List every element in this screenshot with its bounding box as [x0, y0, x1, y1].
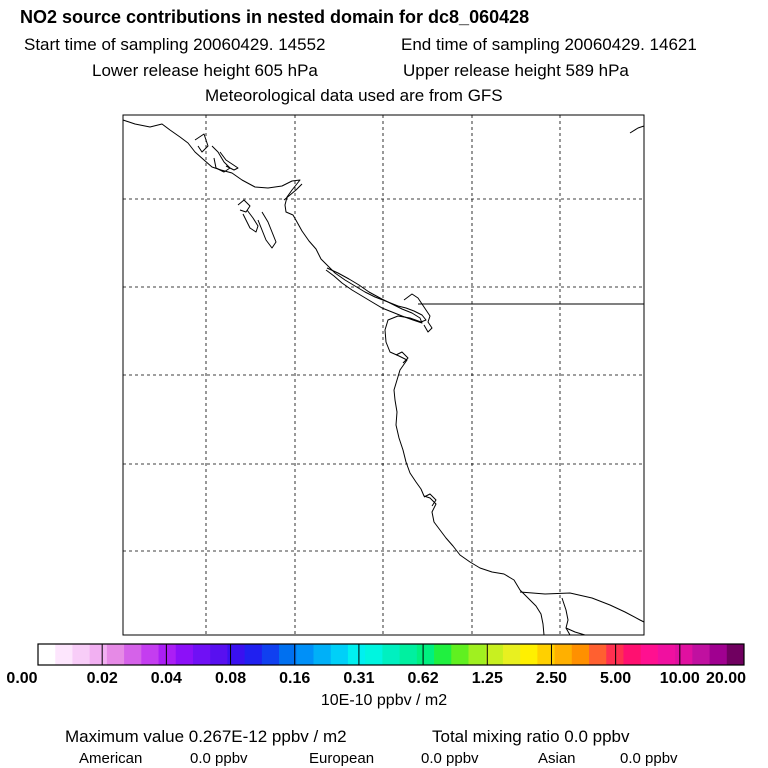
contribution-label-american: American	[79, 750, 143, 767]
colorbar-swatch	[640, 644, 659, 665]
start-time-text: Start time of sampling 20060429. 14552	[24, 35, 326, 54]
colorbar-swatch	[141, 644, 159, 665]
upper-release-height-text: Upper release height 589 hPa	[403, 61, 629, 80]
coastal-detail	[395, 351, 409, 364]
colorbar-swatch	[330, 644, 349, 665]
colorbar-tick-label: 0.04	[150, 670, 182, 687]
map-title: NO2 source contributions in nested domai…	[20, 7, 530, 27]
colorbar-swatch	[227, 644, 246, 665]
colorbar-swatch	[485, 644, 504, 665]
colorbar-swatch	[451, 644, 469, 665]
contribution-value-american: 0.0 ppbv	[190, 750, 248, 767]
colorbar-swatch	[606, 644, 624, 665]
colorbar-swatch	[124, 644, 142, 665]
max-value-text: Maximum value 0.267E-12 ppbv / m2	[65, 727, 347, 746]
colorbar-swatch	[657, 644, 676, 665]
colorbar-swatch	[571, 644, 590, 665]
vancouver-island	[325, 267, 423, 324]
colorbar-swatch	[675, 644, 693, 665]
colorbar-swatch	[416, 644, 435, 665]
colorbar-swatch	[365, 644, 383, 665]
colorbar-swatch	[709, 644, 728, 665]
colorbar-swatch	[261, 644, 280, 665]
puget-sound	[403, 293, 433, 333]
colorbar-swatch	[502, 644, 521, 665]
baja-coast	[565, 627, 586, 636]
coastal-inlet	[257, 211, 277, 249]
colorbar-swatch	[296, 644, 314, 665]
northern-islands	[194, 133, 209, 153]
colorbar-swatch	[382, 644, 401, 665]
colorbar-tick-label: 5.00	[600, 670, 632, 687]
colorbar-tick-label: 2.50	[535, 670, 568, 687]
colorbar-swatch	[554, 644, 573, 665]
met-data-text: Meteorological data used are from GFS	[205, 86, 503, 105]
colorbar-tick-label: 0.08	[214, 670, 247, 687]
colorbar-tick-label: 0.02	[86, 670, 118, 687]
baja-coast	[561, 597, 571, 636]
colorbar-swatch	[399, 644, 418, 665]
colorbar-tick-label: 1.25	[471, 670, 503, 687]
colorbar-swatch	[158, 644, 177, 665]
contribution-label-asian: Asian	[538, 750, 576, 767]
colorbar-swatch	[72, 644, 91, 665]
colorbar-border	[37, 643, 745, 666]
coastal-inlet	[283, 183, 303, 201]
us-mexico-border	[519, 591, 645, 623]
colorbar-swatch	[520, 644, 538, 665]
coastal-inlet	[237, 199, 251, 213]
colorbar-swatch	[89, 644, 108, 665]
colorbar-swatch	[244, 644, 263, 665]
colorbar-swatch	[726, 644, 745, 665]
colorbar-swatch	[192, 644, 211, 665]
contribution-value-european: 0.0 ppbv	[421, 750, 479, 767]
colorbar-tick-label: 20.00	[705, 670, 747, 687]
colorbar	[37, 643, 745, 666]
coastlines	[122, 119, 645, 636]
colorbar-units: 10E-10 ppbv / m2	[320, 692, 448, 709]
contribution-label-european: European	[309, 750, 375, 767]
colorbar-swatch	[313, 644, 332, 665]
end-time-text: End time of sampling 20060429. 14621	[401, 35, 697, 54]
colorbar-swatch	[106, 644, 125, 665]
colorbar-swatch	[623, 644, 642, 665]
colorbar-swatch	[589, 644, 607, 665]
colorbar-swatch	[468, 644, 487, 665]
graticule	[123, 115, 644, 635]
total-mixing-ratio-text: Total mixing ratio 0.0 ppbv	[432, 727, 630, 746]
northern-islands	[219, 151, 239, 171]
colorbar-tick-label: 0.16	[279, 670, 311, 687]
coastline-main	[122, 119, 545, 636]
colorbar-tick-label: 0.62	[407, 670, 439, 687]
colorbar-swatch	[175, 644, 194, 665]
colorbar-swatch	[55, 644, 73, 665]
colorbar-swatch	[434, 644, 452, 665]
contribution-value-asian: 0.0 ppbv	[620, 750, 678, 767]
colorbar-swatch	[279, 644, 297, 665]
colorbar-swatch	[210, 644, 228, 665]
lower-release-height-text: Lower release height 605 hPa	[92, 61, 318, 80]
colorbar-tick-label: 10.00	[659, 670, 700, 687]
colorbar-swatch	[537, 644, 555, 665]
colorbar-tick-label: 0.31	[343, 670, 375, 687]
ne-island	[629, 125, 645, 134]
colorbar-swatch	[692, 644, 710, 665]
coastal-inlet	[242, 209, 259, 233]
colorbar-tick-label: 0.00	[6, 670, 38, 687]
colorbar-swatch	[347, 644, 366, 665]
coastal-detail	[423, 493, 437, 507]
colorbar-swatch	[38, 644, 56, 665]
